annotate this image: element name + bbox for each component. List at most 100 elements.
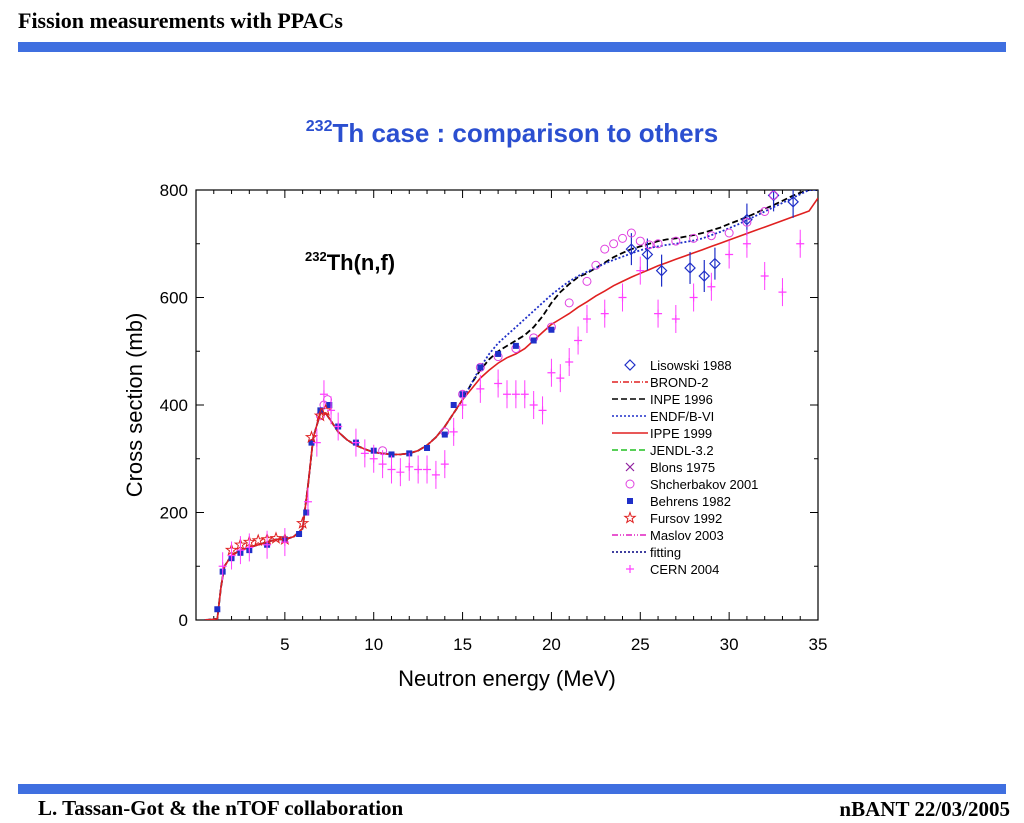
data-point	[530, 337, 537, 344]
data-point	[495, 350, 502, 357]
legend-label: INPE 1996	[650, 392, 713, 407]
x-tick-label: 5	[280, 635, 289, 654]
series-line	[204, 197, 818, 620]
data-point	[512, 342, 519, 349]
data-point	[295, 516, 310, 529]
data-point	[778, 288, 787, 297]
legend-label: fitting	[650, 545, 681, 560]
data-point	[796, 239, 805, 248]
data-point	[742, 239, 751, 248]
legend-label: Shcherbakov 2001	[650, 477, 758, 492]
data-point	[263, 540, 272, 549]
data-point	[269, 531, 283, 544]
slide-title-sup: 232	[305, 118, 333, 135]
data-point	[424, 445, 431, 451]
data-point	[319, 403, 333, 417]
legend-label: Behrens 1982	[650, 494, 731, 509]
data-point	[689, 233, 699, 243]
slide-title-main: Th case : comparison to others	[332, 118, 719, 148]
chart-annotation-sup: 232	[305, 249, 327, 264]
data-point	[494, 379, 503, 388]
data-point	[477, 364, 484, 371]
data-point	[378, 460, 387, 469]
data-point	[388, 451, 395, 458]
data-point	[431, 470, 440, 479]
data-point	[698, 270, 711, 282]
legend-label: IPPE 1999	[650, 426, 712, 441]
data-point	[440, 460, 449, 469]
data-point	[327, 406, 336, 415]
data-point	[600, 244, 610, 254]
data-point	[671, 315, 680, 323]
data-point	[475, 362, 485, 372]
data-point	[709, 257, 721, 270]
data-point	[741, 213, 753, 226]
legend-label: Maslov 2003	[650, 528, 724, 543]
data-point	[520, 390, 529, 399]
y-axis-label: Cross section (mb)	[122, 313, 147, 498]
data-point	[760, 207, 770, 216]
data-point	[369, 454, 378, 463]
data-point	[654, 309, 663, 318]
data-point	[787, 195, 799, 208]
legend-symbol	[623, 510, 637, 524]
header-title: Fission measurements with PPACs	[18, 8, 343, 33]
data-point	[304, 430, 319, 443]
data-point	[449, 427, 458, 436]
data-point	[387, 465, 396, 474]
data-point	[600, 309, 609, 318]
data-point	[724, 228, 734, 238]
slide-title: 232Th case : comparison to others	[0, 118, 1024, 149]
data-point	[706, 231, 716, 241]
data-point	[529, 401, 538, 409]
y-tick-label: 0	[179, 611, 188, 630]
data-point	[641, 248, 654, 261]
chart-annotation-main: Th(n,f)	[327, 250, 395, 275]
data-point	[308, 439, 315, 446]
data-point	[671, 236, 681, 246]
x-axis-label: Neutron energy (MeV)	[398, 666, 616, 691]
data-point	[326, 402, 333, 408]
data-point	[548, 326, 555, 333]
y-tick-label: 600	[160, 289, 188, 308]
y-tick-label: 800	[160, 181, 188, 200]
data-point	[476, 384, 485, 393]
y-tick-label: 200	[160, 504, 188, 523]
x-tick-label: 35	[809, 635, 828, 654]
data-point	[351, 438, 360, 447]
x-tick-label: 15	[453, 635, 472, 654]
footer-bar	[18, 784, 1006, 794]
data-point	[303, 509, 310, 516]
data-point	[319, 390, 328, 399]
data-point	[684, 262, 696, 274]
legend-label: Lisowski 1988	[650, 358, 732, 373]
data-point	[405, 462, 414, 471]
data-point	[503, 390, 511, 399]
data-point	[564, 298, 574, 308]
data-point	[626, 228, 636, 238]
data-point	[312, 438, 321, 447]
data-point	[458, 401, 467, 409]
data-point	[423, 465, 432, 474]
data-point	[582, 315, 591, 323]
data-point	[303, 497, 312, 506]
data-point	[618, 233, 628, 243]
data-point	[245, 543, 254, 552]
data-point	[653, 239, 663, 249]
data-point	[625, 243, 638, 255]
data-point	[609, 239, 619, 249]
plot-area	[204, 190, 818, 620]
legend-label: Fursov 1992	[650, 511, 722, 526]
data-point	[582, 276, 592, 286]
footer-author: L. Tassan-Got & the nTOF collaboration	[38, 796, 404, 820]
data-point	[636, 266, 645, 275]
data-point	[635, 236, 645, 246]
data-point	[760, 272, 769, 280]
data-point	[227, 551, 236, 560]
x-tick-label: 30	[720, 635, 739, 654]
data-point	[655, 264, 668, 277]
data-point	[644, 240, 654, 250]
data-point	[511, 390, 520, 399]
data-point	[414, 465, 423, 474]
